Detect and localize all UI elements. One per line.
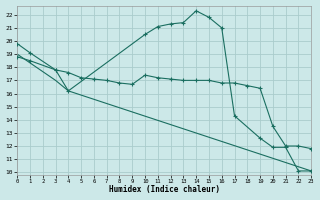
X-axis label: Humidex (Indice chaleur): Humidex (Indice chaleur) — [109, 185, 220, 194]
